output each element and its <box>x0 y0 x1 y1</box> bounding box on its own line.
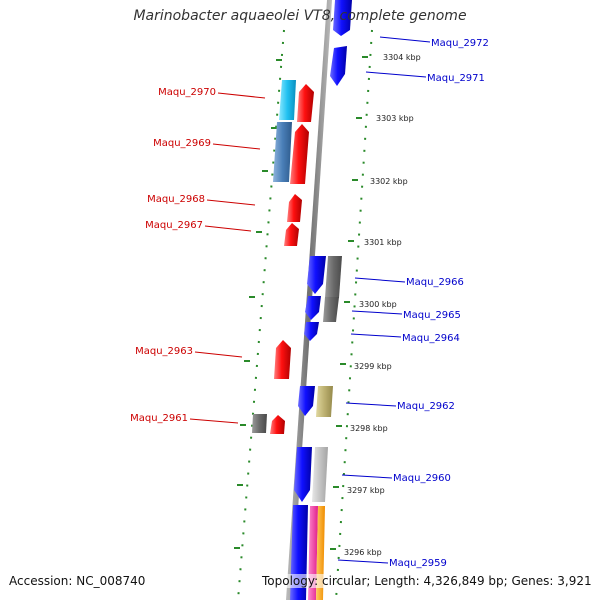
label-maqu-2970[interactable]: Maqu_2970 <box>158 87 266 99</box>
tick-label: 3300 kbp <box>359 300 397 309</box>
tick-5: 3299 kbp <box>340 362 392 371</box>
gene-maqu-2964[interactable] <box>304 322 319 341</box>
gene-maqu-2961[interactable] <box>270 415 285 434</box>
gene-label[interactable]: Maqu_2962 <box>397 401 455 412</box>
label-maqu-2960[interactable]: Maqu_2960 <box>341 473 451 484</box>
map-title: Marinobacter aquaeolei VT8, complete gen… <box>133 8 467 24</box>
gene-label[interactable]: Maqu_2966 <box>406 277 464 288</box>
accession-text: Accession: NC_008740 <box>9 574 146 588</box>
tick-8: 3296 kbp <box>330 548 382 557</box>
label-maqu-2959[interactable]: Maqu_2959 <box>337 558 447 569</box>
gene-maqu-2961-partner[interactable] <box>252 414 267 433</box>
label-maqu-2966[interactable]: Maqu_2966 <box>354 277 464 288</box>
gene-maqu-2960-partner[interactable] <box>312 447 328 502</box>
gc-track-right <box>335 29 373 600</box>
label-maqu-2968[interactable]: Maqu_2968 <box>147 194 256 206</box>
gene-label[interactable]: Maqu_2970 <box>158 87 216 98</box>
gene-maqu-2967[interactable] <box>284 223 299 246</box>
gene-label[interactable]: Maqu_2971 <box>427 73 485 84</box>
tick-label: 3296 kbp <box>344 548 382 557</box>
tick-0: 3304 kbp <box>362 53 421 62</box>
gene-maqu-2972[interactable] <box>333 0 352 36</box>
gene-maqu-2969[interactable] <box>273 122 292 182</box>
gene-label[interactable]: Maqu_2960 <box>393 473 451 484</box>
tick-4: 3300 kbp <box>344 300 397 309</box>
tick-label: 3303 kbp <box>376 114 414 123</box>
gene-maqu-2968[interactable] <box>287 194 302 222</box>
tick-label: 3302 kbp <box>370 177 408 186</box>
gene-label[interactable]: Maqu_2967 <box>145 220 203 231</box>
gene-maqu-2966[interactable] <box>307 256 326 294</box>
gene-maqu-2962-partner[interactable] <box>316 386 333 417</box>
gene-label[interactable]: Maqu_2961 <box>130 413 188 424</box>
tick-label: 3297 kbp <box>347 486 385 495</box>
gene-maqu-2960[interactable] <box>294 447 312 502</box>
label-maqu-2971[interactable]: Maqu_2971 <box>365 71 485 84</box>
gene-label[interactable]: Maqu_2964 <box>402 333 460 344</box>
gene-maqu-2971[interactable] <box>330 46 347 86</box>
tick-label: 3301 kbp <box>364 238 402 247</box>
tick-label: 3304 kbp <box>383 53 421 62</box>
gene-maqu-2965-partner[interactable] <box>323 297 339 322</box>
label-maqu-2965[interactable]: Maqu_2965 <box>351 310 461 321</box>
gene-maqu-2963[interactable] <box>274 340 291 379</box>
tick-3: 3301 kbp <box>348 238 402 247</box>
tick-6: 3298 kbp <box>336 424 388 433</box>
gene-maqu-2969-partner[interactable] <box>290 124 309 184</box>
topology-text: Topology: circular; Length: 4,326,849 bp… <box>262 574 592 588</box>
label-maqu-2961[interactable]: Maqu_2961 <box>130 413 239 424</box>
label-maqu-2963[interactable]: Maqu_2963 <box>135 346 243 358</box>
gene-maqu-2966-partner[interactable] <box>325 256 342 298</box>
tick-label: 3298 kbp <box>350 424 388 433</box>
gene-label[interactable]: Maqu_2959 <box>389 558 447 569</box>
tick-2: 3302 kbp <box>352 177 408 186</box>
tick-1: 3303 kbp <box>356 114 414 123</box>
gene-label[interactable]: Maqu_2963 <box>135 346 193 357</box>
gene-label[interactable]: Maqu_2968 <box>147 194 205 205</box>
gene-label[interactable]: Maqu_2972 <box>431 38 489 49</box>
label-maqu-2972[interactable]: Maqu_2972 <box>379 36 489 49</box>
label-maqu-2969[interactable]: Maqu_2969 <box>153 138 261 150</box>
tick-7: 3297 kbp <box>333 486 385 495</box>
gene-maqu-2965[interactable] <box>305 296 321 320</box>
gc-left-dashes <box>234 59 282 549</box>
tick-label: 3299 kbp <box>354 362 392 371</box>
label-maqu-2964[interactable]: Maqu_2964 <box>350 333 460 344</box>
label-maqu-2967[interactable]: Maqu_2967 <box>145 220 252 232</box>
gene-maqu-2962[interactable] <box>298 386 315 416</box>
label-maqu-2962[interactable]: Maqu_2962 <box>345 401 455 412</box>
gene-maqu-2970-partner[interactable] <box>297 84 314 122</box>
gene-maqu-2970[interactable] <box>279 80 296 120</box>
gene-label[interactable]: Maqu_2969 <box>153 138 211 149</box>
gene-label[interactable]: Maqu_2965 <box>403 310 461 321</box>
